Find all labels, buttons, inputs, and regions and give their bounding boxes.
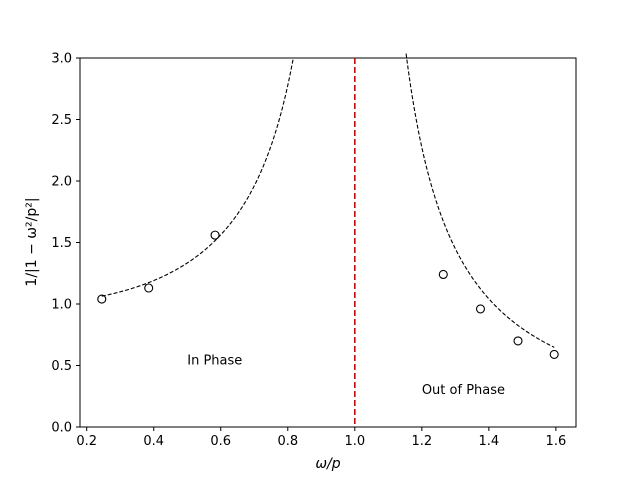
data-point <box>475 304 486 314</box>
y-axis-label: 1/|1 − ω²/p²| <box>24 197 40 286</box>
plot-frame <box>79 57 577 428</box>
annotation: In Phase <box>187 354 242 369</box>
plot-area: In Phase Out of Phase <box>79 53 577 428</box>
annotations: In Phase Out of Phase <box>187 354 505 399</box>
x-tick-label: 0.8 <box>277 434 298 449</box>
x-tick-label: 0.4 <box>143 434 164 449</box>
data-point <box>513 336 523 346</box>
data-point <box>210 230 220 240</box>
data-point <box>549 349 559 359</box>
y-tick-label: 2.5 <box>51 113 72 128</box>
data-point <box>438 269 448 280</box>
y-tick-label: 1.5 <box>51 236 72 251</box>
x-axis: 0.2 0.4 0.6 0.8 1.0 1.2 1.4 1.6 <box>76 427 566 449</box>
data-point <box>97 294 107 304</box>
y-axis: 0.0 0.5 1.0 1.5 2.0 2.5 3.0 <box>51 52 80 436</box>
data-point <box>144 283 154 293</box>
theory-curve <box>101 58 294 297</box>
points-layer <box>97 230 559 359</box>
x-tick-label: 1.6 <box>546 434 567 449</box>
y-tick-label: 0.0 <box>51 421 72 436</box>
x-tick-label: 1.2 <box>411 434 432 449</box>
x-tick-label: 1.4 <box>479 434 500 449</box>
y-tick-label: 1.0 <box>51 298 72 313</box>
annotation: Out of Phase <box>422 383 505 398</box>
x-axis-label: ω/p <box>315 456 340 472</box>
y-tick-label: 2.0 <box>51 175 72 190</box>
y-tick-label: 3.0 <box>51 52 72 67</box>
x-tick-label: 0.2 <box>76 434 97 449</box>
curve-layer <box>101 53 555 348</box>
x-tick-label: 1.0 <box>344 434 365 449</box>
theory-curve <box>405 53 555 348</box>
x-tick-label: 0.6 <box>210 434 231 449</box>
y-tick-label: 0.5 <box>51 359 72 374</box>
